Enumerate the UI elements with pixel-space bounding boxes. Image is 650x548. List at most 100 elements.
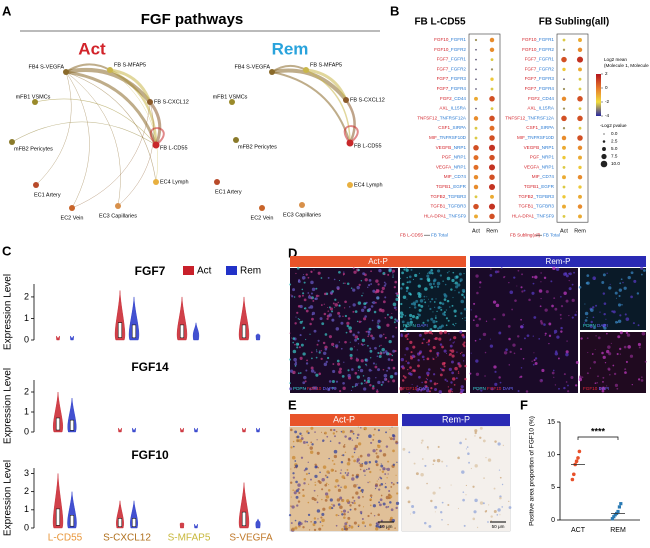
speck: [346, 461, 351, 466]
y-tick-label: 0: [551, 517, 555, 524]
speck: [541, 368, 545, 373]
speck: [324, 483, 328, 487]
dot: [473, 116, 479, 121]
speck: [343, 516, 346, 519]
speck: [409, 313, 413, 317]
violin-box: [131, 324, 137, 339]
speck: [362, 292, 364, 294]
speck: [392, 379, 396, 383]
speck: [428, 524, 432, 528]
speck: [432, 282, 435, 285]
speck: [394, 318, 397, 321]
speck: [591, 306, 595, 309]
speck: [497, 442, 501, 446]
dot: [473, 203, 479, 210]
speck: [476, 389, 479, 391]
speck: [451, 354, 455, 358]
speck: [369, 494, 373, 497]
node: [303, 67, 309, 73]
point: [577, 449, 582, 454]
speck: [388, 339, 392, 344]
row-label: FGF2_CD44: [440, 96, 466, 101]
speck: [433, 373, 436, 376]
speck: [474, 429, 478, 433]
dot: [474, 126, 478, 130]
speck: [513, 352, 516, 355]
y-tick-label: 1: [24, 313, 29, 323]
speck: [384, 473, 387, 475]
speck: [512, 343, 516, 347]
speck: [295, 272, 297, 275]
speck: [437, 445, 440, 448]
panel-header: [290, 414, 398, 426]
speck: [360, 512, 363, 515]
speck: [473, 302, 476, 305]
speck: [458, 272, 462, 276]
row-label: FGF7_FGFR1: [437, 57, 467, 62]
speck: [568, 272, 570, 275]
speck: [449, 339, 451, 342]
speck: [353, 501, 356, 505]
speck: [337, 301, 339, 304]
speck: [337, 488, 342, 492]
speck: [575, 311, 577, 313]
speck: [563, 272, 567, 276]
speck: [483, 477, 485, 480]
violin-box: [55, 508, 61, 526]
speck: [386, 323, 390, 327]
violin-box: [241, 324, 247, 339]
dot: [489, 174, 495, 180]
speck: [331, 342, 335, 346]
speck: [354, 338, 358, 342]
speck: [509, 350, 512, 354]
dot-frame: [468, 33, 501, 223]
speck: [304, 520, 307, 523]
speck: [347, 511, 349, 513]
speck: [329, 498, 333, 502]
speck: [368, 279, 372, 282]
speck: [528, 298, 531, 302]
speck: [378, 525, 382, 529]
speck: [440, 367, 442, 370]
speck: [343, 485, 348, 489]
speck: [614, 320, 618, 324]
speck: [587, 351, 589, 354]
dot: [577, 135, 583, 141]
speck: [517, 269, 520, 272]
speck: [603, 302, 607, 305]
micrograph: [402, 427, 510, 531]
speck: [370, 283, 373, 285]
speck: [391, 433, 395, 437]
speck: [385, 352, 388, 355]
speck: [310, 426, 314, 430]
size-label: 7.5: [611, 154, 618, 159]
dot: [473, 145, 479, 151]
speck: [455, 377, 458, 380]
violin-box: [131, 518, 137, 527]
speck: [570, 375, 574, 379]
x-tick-label: S-VEGFA: [229, 533, 273, 544]
node-label: FB S-MFAP5: [114, 62, 146, 68]
speck: [353, 499, 356, 502]
speck: [424, 464, 427, 468]
speck: [480, 389, 483, 392]
speck: [393, 321, 396, 324]
speck: [460, 390, 464, 394]
speck: [399, 386, 403, 391]
speck: [593, 326, 596, 330]
speck: [395, 309, 397, 311]
speck: [418, 272, 421, 275]
violin: [67, 491, 77, 529]
speck: [311, 443, 314, 446]
size-label: 10.0: [611, 161, 620, 166]
speck: [618, 288, 623, 292]
speck: [351, 385, 354, 388]
row-label: VEGFA_NRP1: [436, 165, 467, 170]
speck: [400, 287, 403, 290]
speck: [318, 527, 322, 531]
speck: [291, 455, 296, 460]
speck: [434, 337, 437, 340]
speck: [340, 486, 342, 488]
speck: [395, 506, 398, 510]
speck: [359, 463, 364, 468]
